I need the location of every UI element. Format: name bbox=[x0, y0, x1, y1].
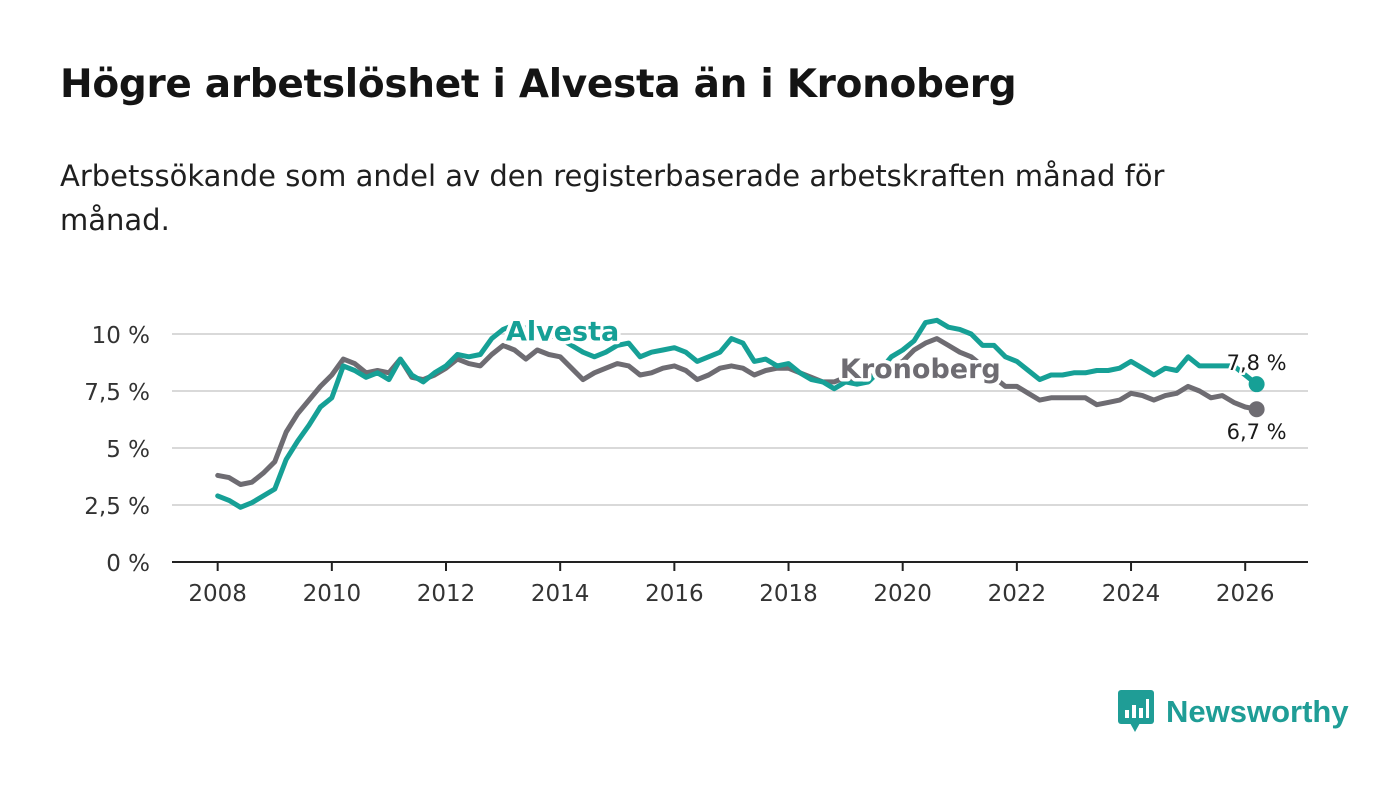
y-tick-label: 10 % bbox=[92, 323, 150, 349]
end-point-kronoberg bbox=[1248, 401, 1265, 418]
x-tick-label: 2018 bbox=[759, 581, 818, 607]
x-tick-label: 2014 bbox=[531, 581, 590, 607]
series-line-alvesta bbox=[215, 317, 1260, 510]
y-tick-label: 5 % bbox=[106, 437, 150, 463]
newsworthy-logo-icon bbox=[1118, 690, 1154, 732]
x-tick-label: 2016 bbox=[645, 581, 704, 607]
x-tick-label: 2022 bbox=[988, 581, 1047, 607]
y-tick-label: 2,5 % bbox=[84, 494, 150, 520]
y-tick-label: 7,5 % bbox=[84, 380, 150, 406]
x-tick-label: 2020 bbox=[873, 581, 932, 607]
chart-subtitle: Arbetssökande som andel av den registerb… bbox=[60, 159, 1165, 237]
y-tick-label: 0 % bbox=[106, 551, 150, 577]
series-line-kronoberg bbox=[215, 336, 1260, 487]
end-point-alvesta bbox=[1248, 376, 1265, 393]
end-value-label-kronoberg: 6,7 % bbox=[1227, 420, 1287, 444]
x-tick-label: 2024 bbox=[1102, 581, 1161, 607]
end-value-label-alvesta: 7,8 % bbox=[1227, 351, 1287, 375]
series-label-kronoberg: Kronoberg bbox=[840, 354, 1001, 385]
x-tick-label: 2010 bbox=[303, 581, 362, 607]
chart-title: Högre arbetslöshet i Alvesta än i Kronob… bbox=[60, 62, 1017, 107]
x-tick-label: 2026 bbox=[1216, 581, 1275, 607]
series-label-alvesta: Alvesta bbox=[506, 317, 619, 348]
x-tick-label: 2008 bbox=[188, 581, 247, 607]
x-tick-label: 2012 bbox=[417, 581, 476, 607]
newsworthy-logo-text: Newsworthy bbox=[1166, 694, 1349, 729]
newsworthy-logo: Newsworthy bbox=[1118, 690, 1349, 734]
